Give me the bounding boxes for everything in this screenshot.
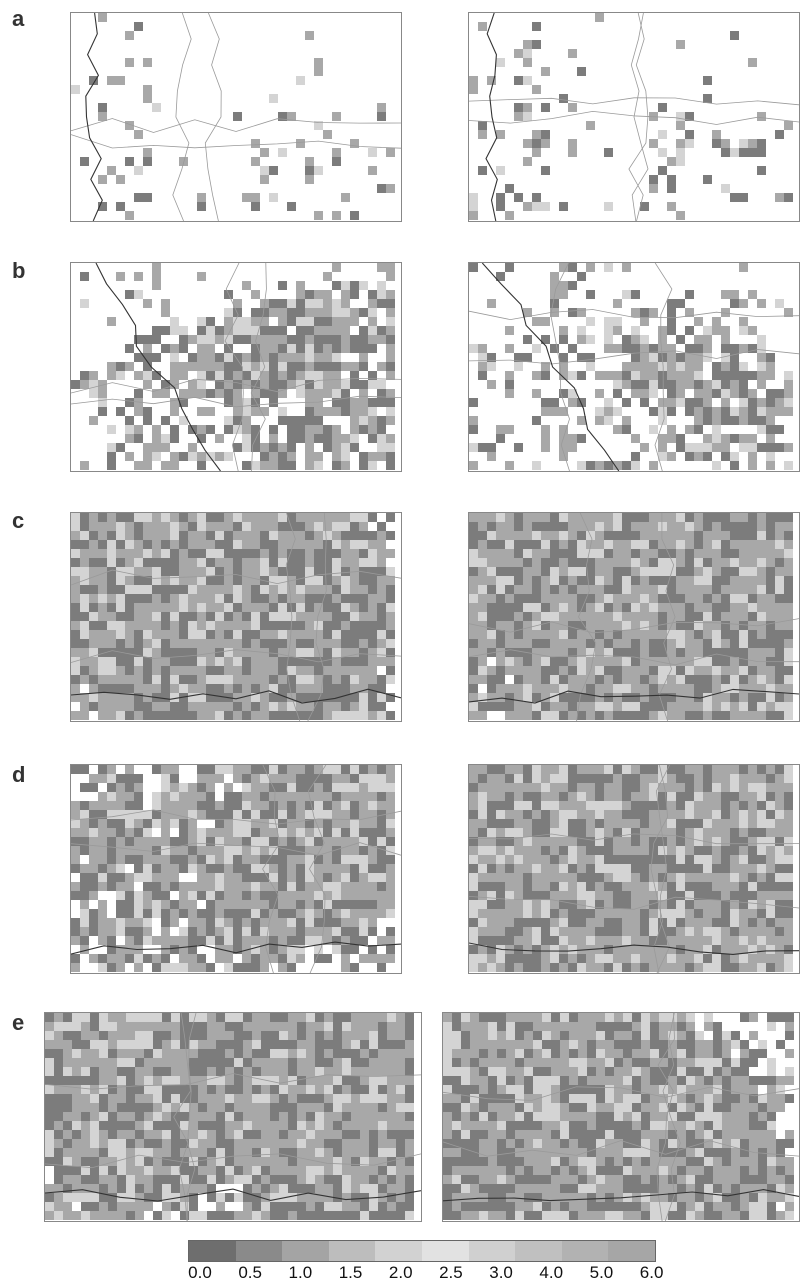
- colorbar-tick-label: 1.0: [288, 1263, 313, 1282]
- colorbar-ticks: 0.0 0.5 1.0 1.5 2.0 2.5 3.0 4.0 5.0 6.0: [170, 1263, 680, 1285]
- colorbar-tick-label: 6.0: [639, 1263, 664, 1282]
- colorbar-swatch: [235, 1241, 283, 1261]
- colorbar-swatch: [561, 1241, 609, 1261]
- colorbar-swatch: [375, 1241, 422, 1261]
- map-e-right: [442, 1012, 800, 1222]
- map-b-left: [70, 262, 402, 472]
- colorbar: [188, 1240, 656, 1262]
- colorbar-swatch: [421, 1241, 469, 1261]
- map-a-left: [70, 12, 402, 222]
- colorbar-swatch: [282, 1241, 329, 1261]
- map-d-right: [468, 764, 800, 974]
- colorbar-tick-label: 1.5: [338, 1263, 363, 1282]
- map-b-right: [468, 262, 800, 472]
- colorbar-tick-label: 4.0: [539, 1263, 564, 1282]
- panel-label-b: b: [12, 258, 26, 283]
- panel-label-d: d: [12, 762, 26, 787]
- map-c-right: [468, 512, 800, 722]
- map-c-left: [70, 512, 402, 722]
- colorbar-swatch: [468, 1241, 516, 1261]
- map-a-right: [468, 12, 800, 222]
- panel-label-e: e: [12, 1010, 25, 1035]
- colorbar-swatch: [515, 1241, 562, 1261]
- panel-label-c: c: [12, 508, 25, 533]
- colorbar-tick-label: 5.0: [589, 1263, 614, 1282]
- colorbar-tick-label: 0.5: [238, 1263, 262, 1282]
- colorbar-swatch: [608, 1241, 655, 1261]
- colorbar-tick-label: 0.0: [188, 1263, 212, 1282]
- colorbar-tick-label: 2.0: [388, 1263, 413, 1282]
- colorbar-tick-label: 3.0: [489, 1263, 513, 1282]
- map-e-left: [44, 1012, 422, 1222]
- map-d-left: [70, 764, 402, 974]
- colorbar-swatch: [328, 1241, 376, 1261]
- panel-label-a: a: [12, 6, 25, 31]
- colorbar-tick-label: 2.5: [439, 1263, 463, 1282]
- colorbar-swatch: [189, 1241, 236, 1261]
